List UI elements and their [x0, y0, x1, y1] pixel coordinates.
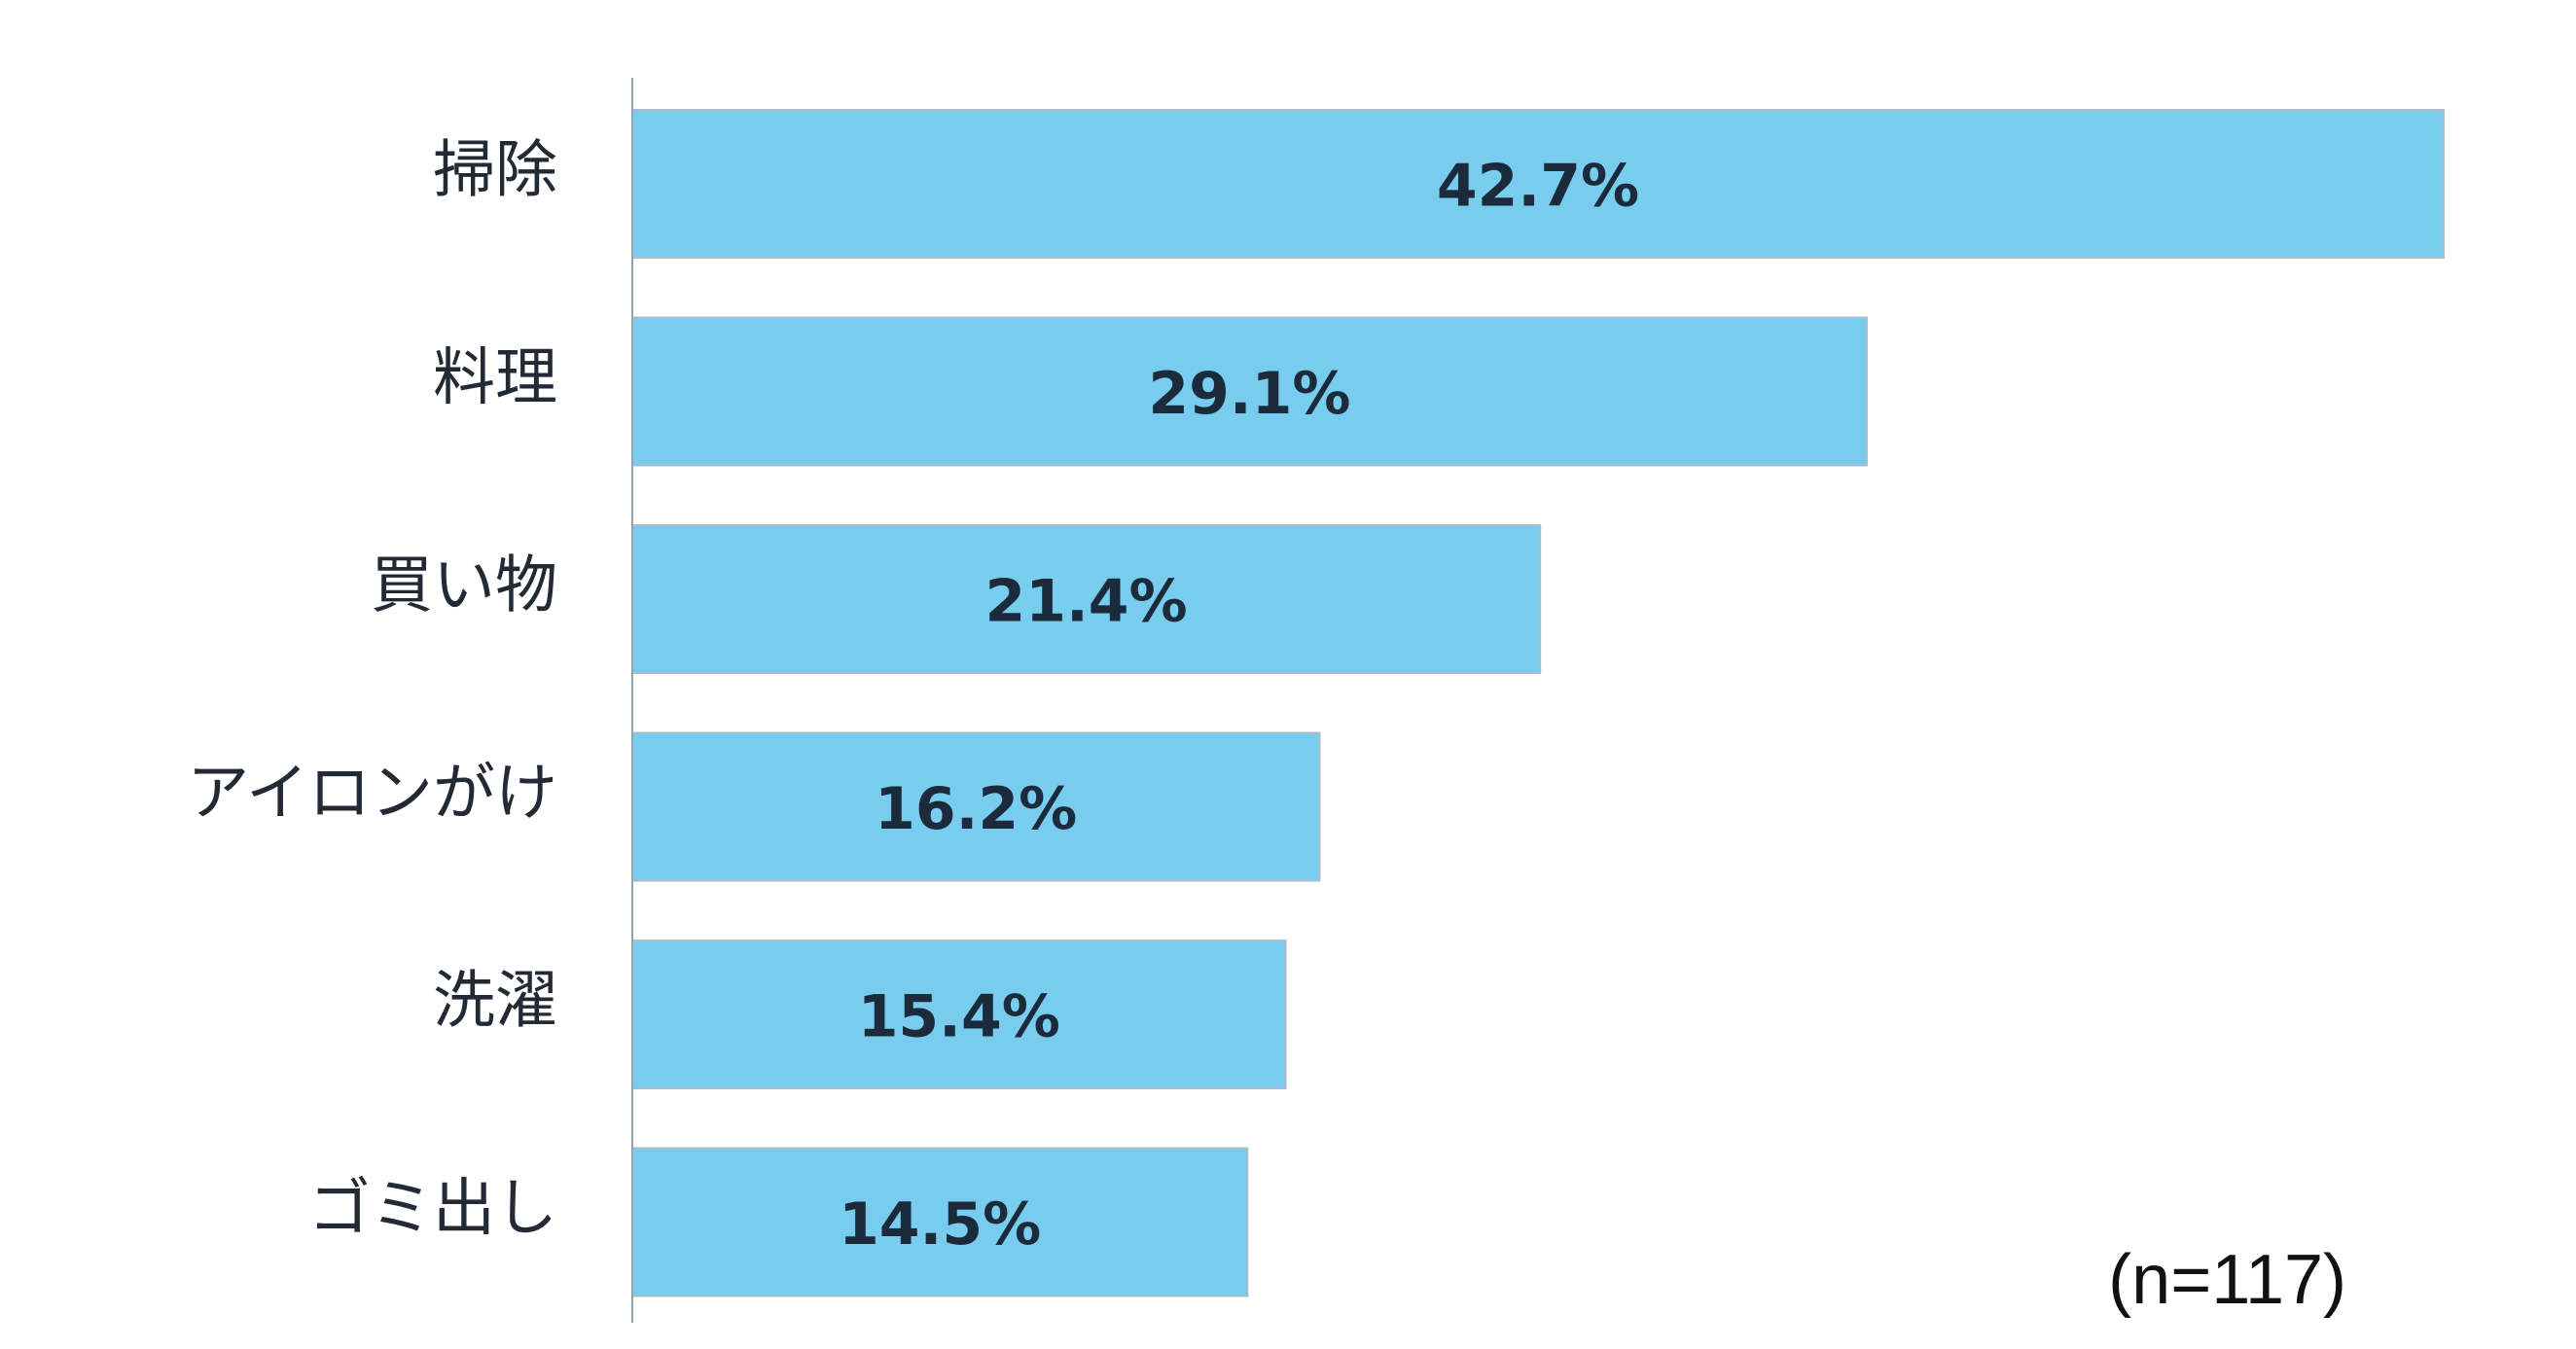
bar-5	[631, 1147, 1249, 1297]
bars-group	[631, 109, 2445, 1297]
bar-1	[631, 316, 1868, 467]
value-label-0: 42.7%	[1437, 153, 1639, 221]
sample-size-note: (n=117)	[2108, 1241, 2346, 1319]
value-label-1: 29.1%	[1148, 360, 1350, 428]
bar-2	[631, 524, 1542, 674]
category-label-0: 掃除	[433, 135, 557, 207]
category-label-4: 洗濯	[433, 966, 557, 1038]
category-label-5: ゴミ出し	[308, 1173, 557, 1245]
value-label-4: 15.4%	[858, 983, 1060, 1051]
category-label-2: 買い物	[371, 550, 557, 622]
category-label-1: 料理	[433, 342, 557, 414]
bar-4	[631, 940, 1287, 1089]
value-label-3: 16.2%	[875, 775, 1077, 843]
bar-0	[631, 109, 2445, 259]
category-label-3: アイロンがけ	[187, 758, 557, 830]
bar-3	[631, 731, 1321, 882]
value-labels-group: 42.7% 29.1% 21.4% 16.2% 15.4% 14.5%	[839, 153, 1639, 1260]
value-label-5: 14.5%	[839, 1190, 1041, 1259]
value-label-2: 21.4%	[985, 568, 1188, 636]
